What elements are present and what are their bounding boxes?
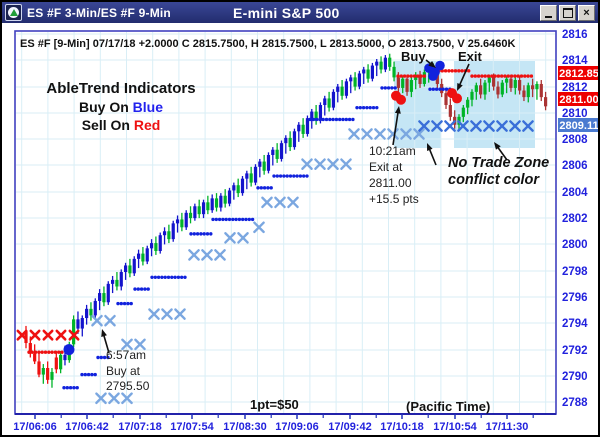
window-title: ES #F 3-Min/ES #F 9-Min: [27, 5, 171, 20]
svg-text:2814: 2814: [562, 55, 588, 67]
buy-signal-label: Buy: [401, 49, 426, 64]
svg-text:2809.11: 2809.11: [559, 120, 598, 132]
no-trade-zone-label: No Trade Zone conflict color: [448, 155, 550, 188]
buy-annotation: 6:57am Buy at 2795.50: [106, 348, 150, 393]
svg-text:17/09:42: 17/09:42: [328, 421, 371, 433]
svg-text:2812: 2812: [562, 82, 588, 94]
svg-text:2812.85: 2812.85: [559, 68, 599, 80]
minimize-button[interactable]: [540, 5, 557, 21]
svg-text:2790: 2790: [562, 371, 588, 383]
timezone-label: (Pacific Time): [406, 399, 491, 414]
svg-text:2788: 2788: [562, 397, 588, 409]
svg-text:17/10:18: 17/10:18: [380, 421, 423, 433]
svg-text:2804: 2804: [562, 187, 588, 199]
legend: AbleTrend Indicators Buy On Blue Sell On…: [30, 80, 212, 133]
abletrend-logo-icon: [5, 4, 22, 21]
close-icon: ×: [583, 6, 590, 19]
svg-text:2811.00: 2811.00: [559, 94, 598, 106]
svg-text:2796: 2796: [562, 292, 588, 304]
svg-text:17/07:18: 17/07:18: [118, 421, 161, 433]
svg-text:2816: 2816: [562, 29, 588, 41]
close-button[interactable]: ×: [578, 5, 595, 21]
legend-sell-line: Sell On Red: [81, 117, 161, 133]
svg-text:2800: 2800: [562, 239, 588, 251]
svg-text:2794: 2794: [562, 318, 588, 330]
symbol-title: E-mini S&P 500: [232, 4, 340, 21]
quote-info-line: ES #F [9-Min] 07/17/18 +2.0000 C 2815.75…: [20, 38, 516, 50]
svg-text:17/07:54: 17/07:54: [170, 421, 214, 433]
svg-text:17/09:06: 17/09:06: [275, 421, 318, 433]
svg-text:17/11:30: 17/11:30: [486, 421, 529, 433]
minimize-icon: [545, 16, 552, 18]
svg-text:17/06:42: 17/06:42: [65, 421, 108, 433]
legend-title: AbleTrend Indicators: [46, 80, 196, 97]
svg-text:2810: 2810: [562, 108, 588, 120]
window-controls: ×: [540, 5, 595, 21]
svg-text:2806: 2806: [562, 160, 588, 172]
exit-annotation: 10:21am Exit at 2811.00 +15.5 pts: [369, 144, 419, 206]
svg-text:2802: 2802: [562, 213, 588, 225]
svg-text:2792: 2792: [562, 345, 588, 357]
legend-buy-word: Blue: [132, 99, 163, 115]
svg-text:2798: 2798: [562, 266, 588, 278]
maximize-button[interactable]: [559, 5, 576, 21]
svg-text:2808: 2808: [562, 134, 588, 146]
svg-text:17/10:54: 17/10:54: [433, 421, 477, 433]
svg-text:17/08:30: 17/08:30: [223, 421, 266, 433]
legend-sell-word: Red: [133, 117, 161, 133]
maximize-icon: [562, 8, 573, 18]
exit-signal-label: Exit: [458, 49, 482, 64]
title-bar: ES #F 3-Min/ES #F 9-Min E-mini S&P 500 ×: [2, 2, 598, 23]
legend-buy-line: Buy On Blue: [78, 99, 163, 115]
svg-text:17/06:06: 17/06:06: [13, 421, 56, 433]
point-value-label: 1pt=$50: [250, 397, 299, 412]
